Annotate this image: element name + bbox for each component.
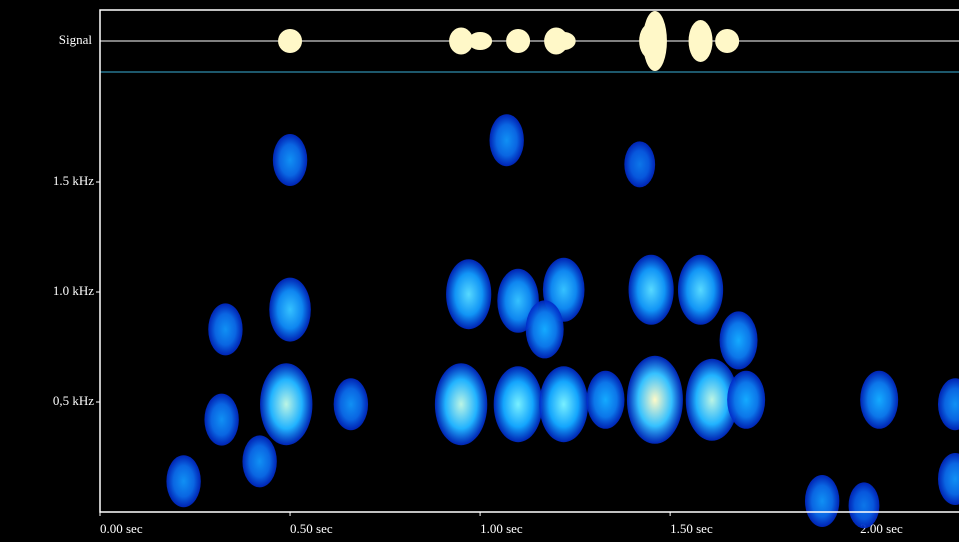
energy-blob xyxy=(273,134,307,186)
signal-label: Signal xyxy=(59,32,93,47)
signal-burst xyxy=(468,32,492,50)
signal-burst xyxy=(715,29,739,53)
energy-blob xyxy=(334,378,368,430)
x-tick-label: 0.50 sec xyxy=(290,521,333,536)
energy-blob xyxy=(720,311,758,369)
spectrogram-view: Signal 0,5 kHz 1.0 kHz 1.5 kHz 0.00 sec 0.50… xyxy=(0,0,959,542)
energy-blob xyxy=(208,303,242,355)
energy-blob xyxy=(269,278,311,342)
y-tick-label: 1.0 kHz xyxy=(53,283,94,298)
energy-blob xyxy=(727,371,765,429)
energy-blob xyxy=(860,371,898,429)
x-tick-label: 0.00 sec xyxy=(100,521,143,536)
energy-blob xyxy=(260,363,312,445)
signal-burst xyxy=(278,29,302,53)
energy-blob xyxy=(624,141,655,187)
signal-burst xyxy=(552,32,576,50)
signal-burst xyxy=(506,29,530,53)
energy-blob xyxy=(805,475,839,527)
energy-blob xyxy=(242,435,276,487)
signal-burst xyxy=(643,11,667,71)
energy-blob xyxy=(166,455,200,507)
energy-blob xyxy=(204,394,238,446)
energy-blob xyxy=(494,366,543,442)
energy-blob xyxy=(849,482,880,528)
energy-blob xyxy=(627,356,683,444)
signal-burst xyxy=(689,20,713,62)
y-tick-label: 0,5 kHz xyxy=(53,393,94,408)
energy-blob xyxy=(489,114,523,166)
energy-blob xyxy=(629,255,674,325)
energy-blob xyxy=(526,300,564,358)
x-tick-label: 1.50 sec xyxy=(670,521,713,536)
energy-blob xyxy=(678,255,723,325)
energy-blob xyxy=(587,371,625,429)
x-tick-label: 1.00 sec xyxy=(480,521,523,536)
energy-blob xyxy=(435,363,487,445)
y-tick-label: 1.5 kHz xyxy=(53,173,94,188)
energy-blob xyxy=(446,259,491,329)
energy-blob xyxy=(539,366,588,442)
